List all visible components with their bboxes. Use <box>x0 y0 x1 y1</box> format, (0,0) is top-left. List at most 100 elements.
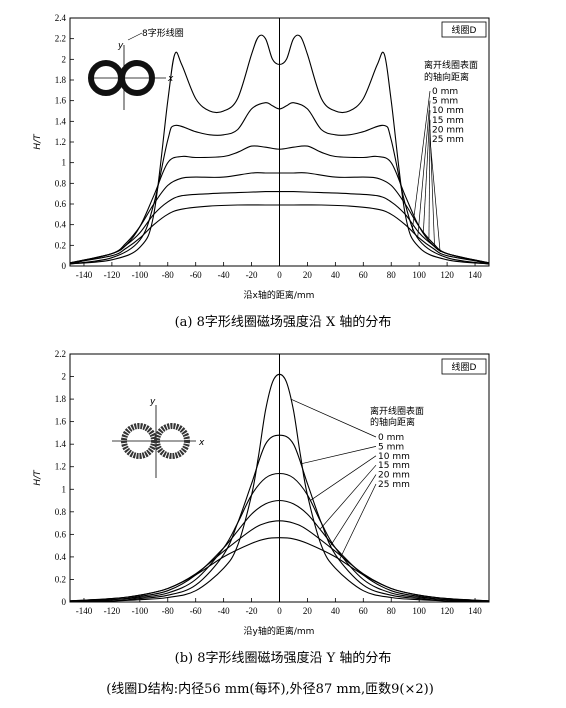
legend-leader <box>411 90 431 231</box>
legend-leader <box>339 483 377 560</box>
legend-entry: 5 mm <box>432 97 458 107</box>
x-tick-label: 0 <box>277 606 282 616</box>
series-line-5mm <box>69 102 490 265</box>
y-tick-label: 1.8 <box>55 394 67 404</box>
x-tick-label: 60 <box>359 270 369 280</box>
legend-header: 离开线圈表面 <box>424 59 478 71</box>
series-line-5mm <box>69 434 490 603</box>
footnote: (线圈D结构:内径56 mm(每环),外径87 mm,匝数9(×2)) <box>106 681 434 697</box>
x-tick-label: -60 <box>190 270 202 280</box>
coil-badge: 线圈D <box>452 361 477 373</box>
x-tick-label: 100 <box>412 606 426 616</box>
legend-entry: 25 mm <box>432 135 464 145</box>
y-tick-label: 1.2 <box>55 462 66 472</box>
legend-entry: 25 mm <box>378 480 410 490</box>
y-tick-label: 0.2 <box>55 240 66 250</box>
y-tick-label: 0.2 <box>55 574 66 584</box>
legend-leader <box>417 100 431 237</box>
legend-leader <box>310 455 377 501</box>
y-tick-label: 2 <box>62 372 67 382</box>
x-axis-label: 沿y轴的距离/mm <box>244 625 315 637</box>
y-tick-label: 0 <box>62 261 67 271</box>
x-tick-label: -80 <box>162 606 174 616</box>
x-tick-label: -140 <box>76 606 93 616</box>
x-tick-label: 80 <box>387 606 397 616</box>
x-tick-label: -140 <box>76 270 93 280</box>
legend-leader <box>423 110 431 233</box>
x-tick-label: 20 <box>303 270 313 280</box>
x-tick-label: -100 <box>132 606 149 616</box>
series-line-10mm <box>69 145 490 265</box>
series-line-20mm <box>69 190 490 264</box>
y-tick-label: 2 <box>62 54 67 64</box>
y-axis-label: H/T <box>33 133 43 150</box>
chart-y-axis-distribution: 0 0.2 0.4 0.6 0.8 1 1.2 1.4 1.6 1.8 2 2.2 -140 -120 -… <box>33 349 490 666</box>
x-tick-label: 80 <box>387 270 397 280</box>
y-tick-label: 0.6 <box>55 199 67 209</box>
coil-axis-y-letter: y <box>149 397 156 407</box>
x-tick-label: 40 <box>331 270 341 280</box>
figure8-coil-icon <box>112 405 196 478</box>
coil-badge-box <box>441 21 487 38</box>
series-line-0mm <box>69 34 490 265</box>
coil-badge: 线圈D <box>452 24 477 36</box>
x-tick-label: -120 <box>104 270 121 280</box>
series-line-25mm <box>69 204 490 264</box>
legend-entry: 15 mm <box>378 461 410 471</box>
y-tick-label: 2.2 <box>55 349 66 359</box>
y-tick-label: 1 <box>62 158 67 168</box>
legend-leader <box>329 474 377 548</box>
y-tick-label: 2.2 <box>55 34 66 44</box>
y-tick-label: 1.4 <box>55 116 67 126</box>
x-tick-label: 40 <box>331 606 341 616</box>
x-tick-label: -20 <box>246 606 258 616</box>
y-tick-label: 1.6 <box>55 417 67 427</box>
x-tick-label: -40 <box>218 270 230 280</box>
legend-leader <box>300 446 377 465</box>
x-tick-label: -120 <box>104 606 121 616</box>
coil-badge-box <box>441 358 487 375</box>
coil-axis-y-letter: y <box>117 41 124 51</box>
y-tick-label: 1.8 <box>55 75 67 85</box>
legend-header: 的轴向距离 <box>370 416 415 428</box>
legend-entry: 5 mm <box>378 442 404 452</box>
series-line-25mm <box>69 537 490 602</box>
legend-leader <box>319 464 377 530</box>
x-tick-label: 20 <box>303 606 313 616</box>
x-tick-label: 0 <box>277 270 282 280</box>
x-tick-label: 60 <box>359 606 369 616</box>
y-tick-label: 0.4 <box>55 220 67 230</box>
chart-x-axis-distribution: 0 0.2 0.4 0.6 0.8 1 1.2 1.4 1.6 1.8 2 2.2 2.4 -140 -1… <box>33 13 490 330</box>
legend-header: 的轴向距离 <box>424 71 469 83</box>
x-tick-label: 120 <box>440 270 454 280</box>
legend-entry: 20 mm <box>378 471 410 481</box>
y-tick-label: 1.2 <box>55 137 66 147</box>
series-line-10mm <box>69 472 490 603</box>
legend-entry: 15 mm <box>432 116 464 126</box>
y-tick-label: 2.4 <box>55 13 67 23</box>
legend-entry: 0 mm <box>378 433 404 443</box>
figure8-coil-icon <box>88 32 166 110</box>
caption-b: (b) 8字形线圈磁场强度沿 Y 轴的分布 <box>175 650 392 666</box>
x-tick-label: 120 <box>440 606 454 616</box>
coil-axis-x-letter: x <box>167 74 174 84</box>
legend-header: 离开线圈表面 <box>370 405 424 417</box>
y-tick-label: 0.6 <box>55 529 67 539</box>
x-tick-label: 140 <box>468 606 482 616</box>
legend-entry: 0 mm <box>432 87 458 97</box>
coil-axis-x-letter: x <box>198 438 205 448</box>
series-line-15mm <box>69 172 490 264</box>
legend-leader <box>428 119 431 239</box>
series-line-15mm <box>69 499 490 602</box>
coil-label: 8字形线圈 <box>142 27 184 39</box>
x-tick-label: 140 <box>468 270 482 280</box>
legend-entry: 10 mm <box>432 106 464 116</box>
legend-leader <box>429 138 441 253</box>
x-axis-label: 沿x轴的距离/mm <box>244 289 315 301</box>
x-tick-label: 100 <box>412 270 426 280</box>
y-tick-label: 1.6 <box>55 96 67 106</box>
legend-entry: 20 mm <box>432 125 464 135</box>
y-tick-label: 0 <box>62 597 67 607</box>
y-tick-label: 1.4 <box>55 439 67 449</box>
